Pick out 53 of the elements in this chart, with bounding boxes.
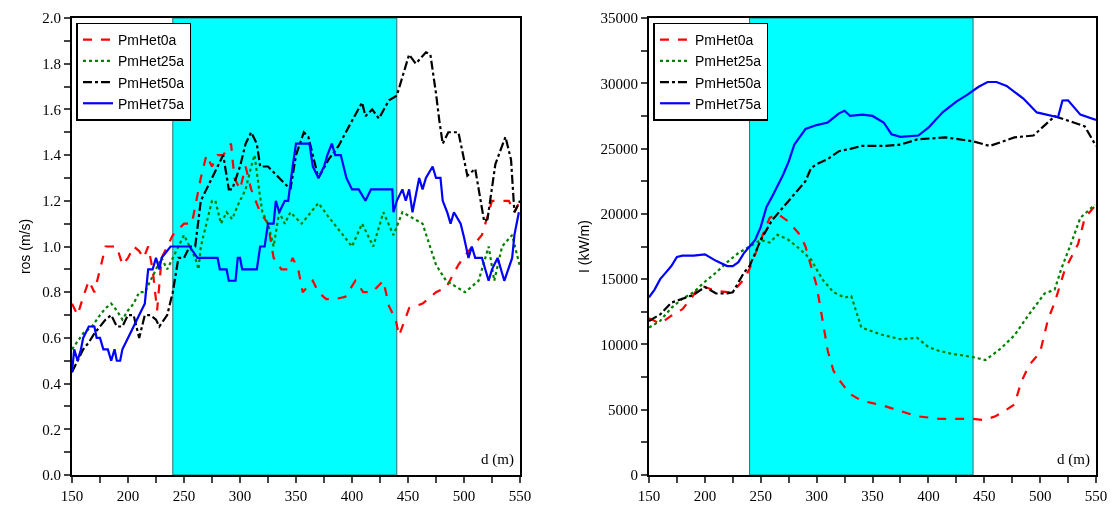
x-tick-label: 200	[116, 488, 140, 504]
legend-label: PmHet75a	[117, 95, 185, 112]
y-tick-label: 10000	[600, 336, 638, 353]
legend-label: PmHet50a	[117, 74, 185, 91]
y-tick-label: 0.4	[42, 375, 62, 392]
line-series	[648, 203, 1096, 362]
x-tick-label: 300	[804, 488, 828, 504]
y-axis-title: I (kW/m)	[575, 220, 592, 273]
y-tick-label: 1.6	[42, 101, 62, 118]
y-tick-label: 1.8	[42, 55, 61, 72]
y-tick-label: 1.2	[42, 193, 61, 210]
legend-label: PmHet25a	[117, 53, 185, 70]
x-tick-label: 450	[972, 488, 995, 504]
x-tick-label: 500	[1028, 488, 1051, 504]
y-tick-label: 15000	[600, 271, 638, 288]
legend-label: PmHet0a	[117, 32, 177, 49]
x-axis-title: d (m)	[1056, 451, 1090, 468]
y-tick-label: 1.0	[42, 238, 61, 255]
x-tick-label: 150	[637, 488, 660, 504]
line-series	[648, 203, 1096, 422]
legend-label: PmHet50a	[694, 74, 761, 91]
y-tick-label: 2.0	[42, 10, 61, 27]
y-tick-label: 30000	[600, 75, 638, 92]
y-axis-title: ros (m/s)	[17, 218, 34, 275]
legend-label: PmHet25a	[694, 53, 761, 70]
line-series	[648, 80, 1096, 299]
y-tick-label: 20000	[600, 206, 638, 223]
x-tick-label: 450	[396, 488, 420, 504]
y-tick-label: 0.2	[42, 421, 61, 438]
y-tick-label: 0.8	[42, 284, 61, 301]
x-tick-label: 200	[693, 488, 716, 504]
line-series	[72, 142, 520, 374]
x-tick-label: 400	[340, 488, 364, 504]
x-tick-label: 550	[1084, 488, 1107, 504]
x-tick-label: 150	[60, 488, 84, 504]
x-tick-label: 400	[916, 488, 940, 504]
legend-label: PmHet0a	[694, 32, 754, 49]
x-tick-label: 350	[284, 488, 308, 504]
x-tick-label: 550	[508, 488, 532, 504]
x-axis-title: d (m)	[481, 451, 514, 468]
y-tick-label: 1.4	[42, 147, 62, 164]
y-tick-label: 5000	[607, 401, 638, 418]
y-tick-label: 0.0	[42, 467, 61, 484]
y-tick-label: 0.6	[42, 330, 62, 347]
x-tick-label: 350	[860, 488, 884, 504]
legend-label: PmHet75a	[694, 95, 761, 112]
x-tick-label: 500	[452, 488, 476, 504]
x-tick-label: 250	[172, 488, 196, 504]
y-tick-label: 35000	[600, 10, 638, 27]
y-tick-label: 0	[630, 467, 638, 484]
y-tick-label: 25000	[600, 140, 638, 157]
x-tick-label: 300	[228, 488, 252, 504]
x-tick-label: 250	[749, 488, 772, 504]
